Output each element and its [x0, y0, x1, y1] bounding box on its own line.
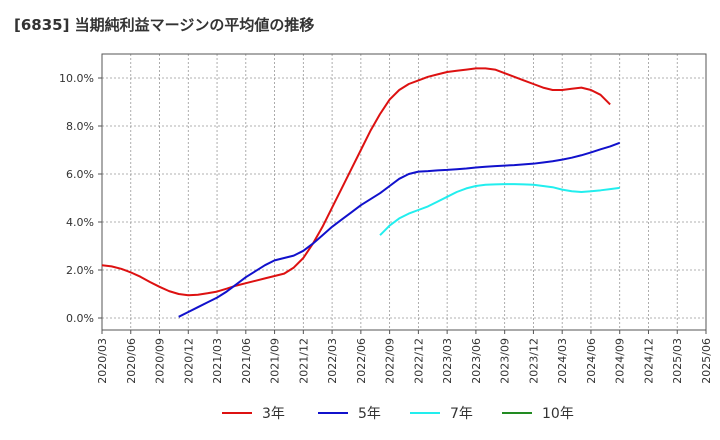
- x-tick-label: 2021/03: [211, 338, 224, 384]
- series-layer: [101, 67, 621, 318]
- x-tick-label: 2020/12: [182, 338, 195, 384]
- x-tick-label: 2024/09: [614, 338, 627, 384]
- series-line-0: [101, 67, 611, 297]
- y-tick-label: 0.0%: [66, 312, 94, 325]
- x-tick-label: 2021/06: [240, 338, 253, 384]
- series-line-2: [379, 183, 620, 236]
- x-axis-ticks: 2020/03 2020/06 2020/09 2020/12 2021/03 2021/…: [96, 330, 713, 384]
- legend-label-0: 3年: [262, 406, 285, 422]
- x-tick-label: 2022/06: [355, 338, 368, 384]
- x-tick-label: 2024/03: [556, 338, 569, 384]
- x-tick-label: 2020/03: [96, 338, 109, 384]
- x-tick-label: 2020/06: [125, 338, 138, 384]
- x-tick-label: 2020/09: [154, 338, 167, 384]
- legend-label-3: 10年: [542, 406, 574, 422]
- y-tick-label: 10.0%: [59, 72, 94, 85]
- y-axis-ticks: 0.0% 2.0% 4.0% 6.0% 8.0% 10.0%: [59, 72, 102, 325]
- legend: 3年 5年 7年 10年: [222, 406, 574, 422]
- x-tick-label: 2025/03: [671, 338, 684, 384]
- x-tick-label: 2025/06: [700, 338, 713, 384]
- y-tick-label: 6.0%: [66, 168, 94, 181]
- legend-label-1: 5年: [358, 406, 381, 422]
- x-tick-label: 2023/12: [527, 338, 540, 384]
- chart-title: [6835] 当期純利益マージンの平均値の推移: [14, 16, 315, 34]
- x-tick-label: 2022/09: [384, 338, 397, 384]
- x-tick-label: 2023/06: [470, 338, 483, 384]
- series-line-1: [178, 141, 621, 318]
- y-tick-label: 8.0%: [66, 120, 94, 133]
- x-tick-label: 2024/12: [642, 338, 655, 384]
- x-tick-label: 2023/09: [499, 338, 512, 384]
- x-tick-label: 2021/09: [269, 338, 282, 384]
- grid-layer: [101, 54, 707, 330]
- plot-frame: [101, 53, 707, 331]
- x-tick-label: 2023/03: [441, 338, 454, 384]
- y-tick-label: 4.0%: [66, 216, 94, 229]
- x-tick-label: 2022/12: [412, 338, 425, 384]
- x-tick-label: 2022/03: [326, 338, 339, 384]
- x-tick-label: 2024/06: [585, 338, 598, 384]
- legend-label-2: 7年: [450, 406, 473, 422]
- y-tick-label: 2.0%: [66, 264, 94, 277]
- x-tick-label: 2021/12: [297, 338, 310, 384]
